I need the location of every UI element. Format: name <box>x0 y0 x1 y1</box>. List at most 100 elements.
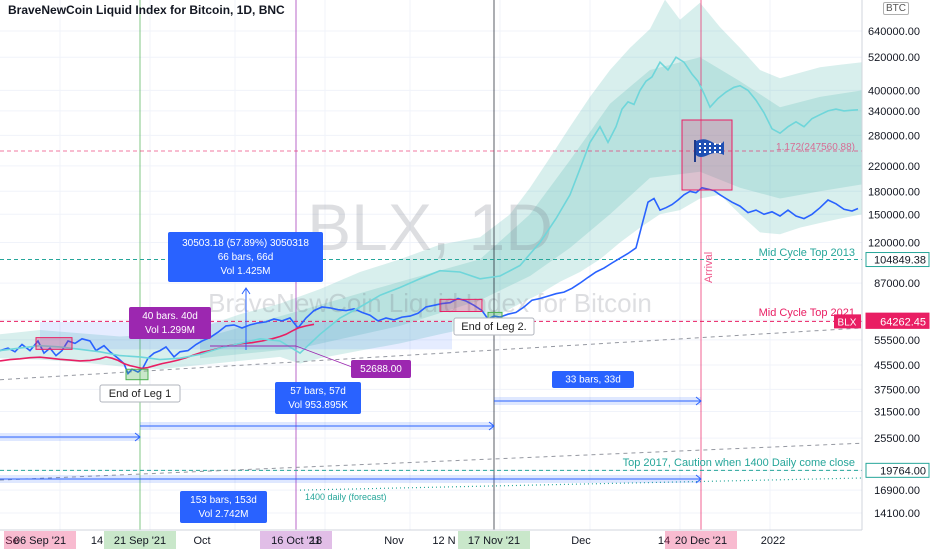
box-leg2 <box>439 298 483 312</box>
y-tick-label: 25500.00 <box>874 433 920 445</box>
top-2017-label: Top 2017, Caution when 1400 Daily come c… <box>623 457 855 469</box>
price-tag-symbol: BLX <box>838 317 857 328</box>
flag-dot <box>719 151 721 153</box>
leg1-label-bg <box>99 384 181 403</box>
price-tag[interactable]: 19764.00 <box>865 462 930 478</box>
forecast-label: 1400 daily (forecast) <box>305 492 387 502</box>
y-tick-label: 55500.00 <box>874 335 920 347</box>
measure-box-5-line: 153 bars, 153d <box>190 495 257 506</box>
x-tick-label: 21 Sep '21 <box>114 535 166 547</box>
arrival-label: Arrival <box>703 252 715 283</box>
measure-box-2[interactable]: 40 bars. 40d Vol 1.299M <box>129 307 211 339</box>
measure-box-3-bg <box>275 382 361 414</box>
flag-dot <box>699 143 701 145</box>
flag-dot <box>709 143 711 145</box>
x-tick-label: 16 Oct '21 <box>271 535 321 547</box>
price-tag-symbol-bg <box>834 314 861 329</box>
series-line-2 <box>0 56 859 361</box>
flag-dot <box>719 143 721 145</box>
x-tick-label: 12 N <box>432 535 455 547</box>
measure-box-1[interactable]: 30503.18 (57.89%) 3050318 66 bars, 66d Vol… <box>168 232 323 282</box>
x-tick-highlight <box>260 531 332 549</box>
leg2-label[interactable]: End of Leg 2. <box>453 317 535 336</box>
flag-dot <box>719 147 721 149</box>
measure-box-4-line: 33 bars, 33d <box>565 375 621 386</box>
x-tick-label: 2022 <box>761 535 785 547</box>
y-tick-label: 340000.00 <box>868 106 920 118</box>
y-tick-label: 520000.00 <box>868 52 920 64</box>
x-tick-label: 14 <box>658 535 670 547</box>
y-tick-label: 16900.00 <box>874 485 920 497</box>
arrow-vert-head <box>241 287 251 295</box>
flag-dot <box>714 151 716 153</box>
arrow-span-d-head <box>695 474 702 484</box>
flag-dot <box>699 151 701 153</box>
mid-2021-label: Mid Cycle Top 2021 <box>759 307 855 319</box>
y-tick-label: 280000.00 <box>868 130 920 142</box>
measure-box-4[interactable]: 33 bars, 33d <box>552 371 634 388</box>
price-tag-text: 19764.00 <box>880 465 926 477</box>
measure-box-2-bg <box>129 307 211 339</box>
measure-box-2-line: 40 bars. 40d <box>142 311 198 322</box>
x-tick-label: 14 <box>91 535 103 547</box>
price-note-box-bg <box>351 360 411 378</box>
y-tick-label: 45500.00 <box>874 360 920 372</box>
leg2-label-line: End of Leg 2. <box>461 321 526 333</box>
y-tick-label: 400000.00 <box>868 85 920 97</box>
leg2-label-bg <box>453 317 535 336</box>
leg1-label[interactable]: End of Leg 1 <box>99 384 181 403</box>
measure-box-3-line: Vol 953.895K <box>288 400 348 411</box>
measure-box-1-line: 66 bars, 66d <box>218 252 274 263</box>
x-tick-highlight <box>458 531 530 549</box>
measure-box-5-bg <box>180 491 267 523</box>
y-tick-label: 640000.00 <box>868 26 920 38</box>
x-tick-label: Dec <box>571 535 591 547</box>
chart-title: BraveNewCoin Liquid Index for Bitcoin, 1… <box>8 3 285 17</box>
leg1-label-line: End of Leg 1 <box>109 388 171 400</box>
x-tick-label: 20 Dec '21 <box>675 535 727 547</box>
measure-box-1-line: 30503.18 (57.89%) 3050318 <box>182 238 309 249</box>
measure-box-3-line: 57 bars, 57d <box>290 386 346 397</box>
flag-dot <box>704 151 706 153</box>
x-tick-label: Oct <box>193 535 210 547</box>
flag-dot <box>714 143 716 145</box>
measure-box-3[interactable]: 57 bars, 57d Vol 953.895K <box>275 382 361 414</box>
price-tag[interactable]: 104849.38 <box>865 252 930 268</box>
price-tag[interactable]: 64262.45 BLX <box>834 313 930 329</box>
price-tag-bg <box>865 462 930 478</box>
currency-badge[interactable]: BTC <box>883 2 909 15</box>
x-tick-label: 06 Sep '21 <box>14 535 66 547</box>
price-note-box-line: 52688.00 <box>360 364 402 375</box>
y-axis-bg <box>862 0 932 550</box>
arrow-span-b-head <box>488 421 495 431</box>
arrow-span-c-head <box>695 396 702 406</box>
price-note-box[interactable]: 52688.00 <box>351 360 411 378</box>
y-tick-label: 150000.00 <box>868 209 920 221</box>
measure-box-5[interactable]: 153 bars, 153d Vol 2.742M <box>180 491 267 523</box>
x-tick-highlight <box>665 531 737 549</box>
x-tick-label: Se <box>5 535 18 547</box>
x-tick-highlight <box>4 531 76 549</box>
measure-box-5-line: Vol 2.742M <box>198 509 248 520</box>
y-tick-label: 120000.00 <box>868 237 920 249</box>
flag-dot <box>704 147 706 149</box>
y-tick-label: 37500.00 <box>874 384 920 396</box>
x-tick-label: 18 <box>310 535 322 547</box>
flag-dot <box>699 147 701 149</box>
x-tick-label: 17 Nov '21 <box>468 535 520 547</box>
flag-dot <box>709 151 711 153</box>
measure-box-1-line: Vol 1.425M <box>220 266 270 277</box>
box-early <box>35 337 73 350</box>
price-tag-bg <box>865 313 930 329</box>
price-tag-text: 104849.38 <box>874 255 926 267</box>
measure-box-1-bg <box>168 232 323 282</box>
arrow-span-a-head <box>134 432 141 442</box>
watermark-name: BraveNewCoin Liquid Index for Bitcoin <box>208 288 652 318</box>
fib-label: 1.172(247560.88) <box>776 142 855 153</box>
y-tick-label: 180000.00 <box>868 186 920 198</box>
forecast-line <box>299 477 863 491</box>
cloud-outer <box>0 0 862 370</box>
cloud-inner <box>200 57 862 359</box>
